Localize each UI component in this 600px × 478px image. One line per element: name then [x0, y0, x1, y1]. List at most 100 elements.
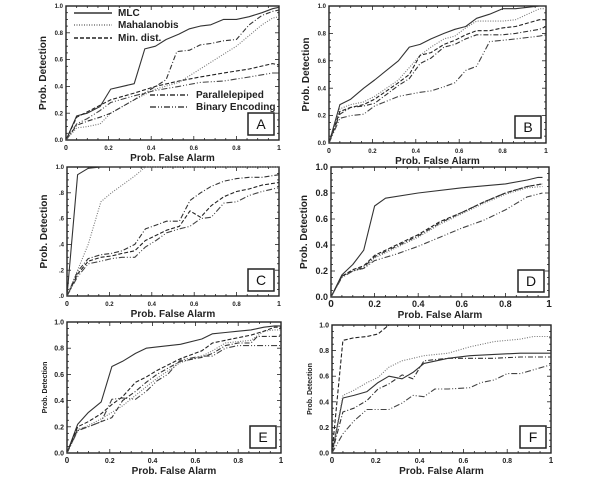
x-tick-label: 0.2 [104, 146, 113, 152]
y-tick-label: 0.0 [54, 450, 64, 457]
y-axis-title: Prob. Detection [38, 36, 49, 110]
panel-f: 0 0.2 0.4 0.6 0.8 1 0.0 0.2 0.4 0.6 0.8 1.0 Prob. Fa… [307, 322, 554, 477]
y-tick-label: 0.4 [55, 85, 64, 91]
x-axis-title: Prob. False Alarm [398, 310, 483, 321]
x-axis-title: Prob. False Alarm [399, 466, 484, 477]
y-tick-label: 0.2 [315, 266, 328, 276]
plot-frame [66, 321, 282, 454]
panel-label: A [256, 116, 266, 132]
x-tick-label: 0 [64, 145, 68, 152]
series-line-mlc [330, 176, 543, 298]
panel-b: 0 0.2 0.4 0.6 0.8 1 0.0 0.2 0.4 0.6 0.8 1.0 Prob. Fa… [301, 4, 548, 167]
series-line-min-dist [331, 324, 551, 454]
y-axis-title: Prob. Detection [301, 38, 312, 112]
series-line-parallelepiped [66, 174, 280, 297]
x-tick-label: 0.6 [191, 458, 201, 465]
series-line-binary-encoding [65, 72, 279, 141]
series-line-binary-encoding [328, 34, 547, 144]
legend-label: MLC [118, 8, 140, 19]
panel-label-box [517, 269, 545, 293]
y-tick-label: 0.2 [319, 425, 329, 432]
y-tick-label: 0.6 [319, 374, 329, 381]
x-tick-label: 0.6 [190, 146, 199, 152]
x-tick-label: 0.8 [232, 146, 241, 152]
x-tick-label: 0 [328, 299, 334, 310]
series-line-mlc [331, 352, 551, 454]
y-tick-label: 0.2 [55, 111, 64, 117]
y-tick-label: 0.4 [318, 86, 327, 92]
x-tick-label: 0.2 [368, 149, 377, 155]
series-line-min-dist [65, 63, 280, 141]
y-axis-title: Prob. Detection [42, 362, 49, 414]
series-line-mahalanobis [330, 185, 543, 298]
legend-item: MLC [74, 8, 140, 19]
y-tick-label: .4 [59, 243, 65, 249]
plot-frame [65, 5, 280, 141]
y-tick-label: .6 [59, 217, 65, 223]
series-line-parallelepiped [328, 25, 547, 144]
legend-item: Mahalanobis [74, 20, 179, 31]
x-tick-label: 0.6 [459, 458, 469, 465]
y-tick-label: 0.6 [55, 58, 64, 64]
y-tick-label: 0.8 [318, 32, 327, 38]
y-tick-label: .2 [59, 268, 65, 274]
y-tick-label: 0.0 [315, 292, 328, 302]
series-line-mahalanobis [66, 329, 281, 454]
series-line-binary-encoding [66, 345, 281, 454]
panel-label: D [526, 273, 536, 289]
y-tick-label: 0.2 [318, 114, 327, 120]
panel-label-box [519, 425, 547, 449]
x-tick-label: 1 [277, 301, 281, 308]
y-tick-label: 0.6 [318, 59, 327, 65]
x-tick-label: 0.6 [455, 149, 464, 155]
panel-label: F [529, 429, 538, 445]
x-tick-label: 1 [277, 145, 281, 152]
x-tick-label: 1 [279, 456, 284, 465]
plot-frame [66, 166, 280, 297]
x-tick-label: 0.2 [105, 302, 114, 308]
panel-label: B [523, 119, 532, 135]
legend-label: Parallelepiped [196, 90, 264, 101]
y-tick-label: 1.0 [318, 4, 327, 10]
y-tick-label: 0.0 [319, 450, 329, 457]
y-tick-label: 0.2 [54, 424, 64, 431]
x-tick-label: 0.6 [190, 302, 199, 308]
x-axis-title: Prob. False Alarm [130, 153, 215, 164]
y-tick-label: 0.8 [54, 346, 64, 353]
series-line-mlc [66, 166, 279, 297]
y-tick-label: 0.6 [315, 214, 328, 224]
series-line-min-dist [66, 326, 281, 454]
x-tick-label: 0 [330, 456, 335, 465]
legend-item: Binary Encoding [150, 102, 275, 113]
x-tick-label: 0.2 [105, 458, 115, 465]
panel-label: E [258, 429, 267, 445]
series-line-mahalanobis [65, 16, 280, 141]
x-tick-label: 1 [546, 299, 552, 310]
y-axis-title: Prob. Detection [39, 195, 50, 269]
panel-e: 0 0.2 0.4 0.6 0.8 1 0.0 0.2 0.4 0.6 0.8 1.0 Prob. Fa… [42, 319, 284, 477]
series-line-mahalanobis [331, 335, 551, 454]
y-tick-label: 0.4 [54, 398, 64, 405]
x-tick-label: 0.4 [415, 458, 425, 465]
series-line-parallelepiped [330, 183, 543, 298]
series-line-min-dist [328, 19, 546, 144]
x-tick-label: 0.4 [412, 149, 421, 155]
y-tick-label: 0.0 [55, 138, 64, 144]
x-axis-title: Prob. False Alarm [395, 156, 480, 167]
x-tick-label: 0.4 [147, 146, 156, 152]
panel-label-box [514, 115, 542, 139]
legend-label: Binary Encoding [196, 102, 275, 113]
y-tick-label: 1.0 [54, 319, 64, 326]
panel-label-box [249, 425, 277, 449]
series-line-binary-encoding [66, 187, 280, 297]
panel-a: 0 0.2 0.4 0.6 0.8 1 0.0 0.2 0.4 0.6 0.8 1.0 Prob. Fa… [38, 4, 281, 164]
legend-label: Mahalanobis [118, 20, 179, 31]
x-tick-label: 0.8 [499, 299, 512, 309]
series-line-mlc [65, 6, 280, 141]
x-tick-label: 1 [544, 148, 548, 155]
series-line-binary-encoding [330, 192, 543, 298]
series-line-binary-encoding [331, 364, 552, 454]
x-tick-label: 0.8 [498, 149, 507, 155]
x-tick-label: 0 [65, 301, 69, 308]
